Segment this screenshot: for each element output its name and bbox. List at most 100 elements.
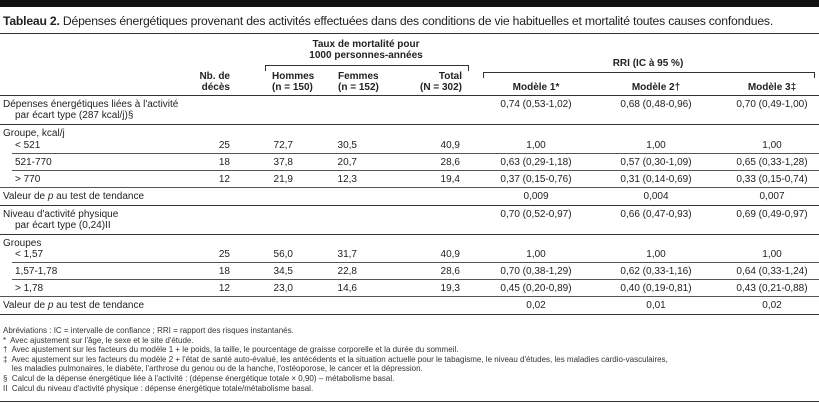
header-femmes: Femmes (n = 152) [338,71,379,93]
footnote: ‡ Avec ajustement sur les facteurs du mo… [3,354,668,364]
cell-f: 14,6 [337,283,357,294]
rule [0,95,819,96]
footnote: Abréviations : IC = intervalle de confia… [3,326,294,335]
cell-m1: 0,70 (0,52-0,97) [500,209,572,220]
cell-m2: 1,00 [646,249,666,260]
cell-m1: 1,00 [526,249,546,260]
row-label: < 521 [15,140,41,151]
table-caption: Tableau 2. Dépenses énergétiques provena… [3,14,773,28]
footnote: § Calcul de la dépense énergétique liée … [3,374,395,383]
cell-t: 19,3 [440,283,460,294]
cell-m1: 0,70 (0,38-1,29) [500,266,572,277]
cell-m1: 0,009 [523,191,549,202]
rule [0,33,819,34]
cell-m2: 0,31 (0,14-0,69) [620,174,692,185]
rule [0,205,819,206]
cell-m2: 0,68 (0,48-0,96) [620,99,692,110]
cell-m1: 0,37 (0,15-0,76) [500,174,572,185]
cell-f: 20,7 [337,157,357,168]
rule [0,234,819,235]
header-rri-group: RRI (IC à 95 %) [612,58,684,69]
caption-label: Tableau 2. [3,14,60,28]
cell-h: 23,0 [273,283,293,294]
footnote: † Avec ajustement sur les facteurs du mo… [3,345,459,355]
cell-m3: 0,69 (0,49-0,97) [736,209,808,220]
rule [0,296,819,297]
cell-m3: 0,43 (0,21-0,88) [736,283,808,294]
cell-m1: 0,45 (0,20-0,89) [500,283,572,294]
cell-nb: 25 [218,140,230,151]
cell-m1: 0,74 (0,53-1,02) [500,99,572,110]
rule [12,153,819,154]
cell-m2: 0,01 [646,300,666,311]
cell-nb: 12 [218,283,230,294]
rule [12,279,819,280]
cell-m3: 0,007 [759,191,785,202]
header-modele-1: Modèle 1* [512,82,560,93]
cell-t: 28,6 [440,266,460,277]
cell-h: 37,8 [273,157,293,168]
cell-t: 40,9 [440,249,460,260]
header-total: Total (N = 302) [420,71,462,93]
rule [0,187,819,188]
footnote: II Calcul du niveau d'activité physique … [3,383,314,393]
cell-m3: 0,65 (0,33-1,28) [736,157,808,168]
cell-m3: 0,02 [762,300,782,311]
caption-text: Dépenses énergétiques provenant des acti… [62,14,774,28]
row-label: Niveau d'activité physique par écart type… [3,209,119,231]
row-label: > 770 [15,174,41,185]
rule [0,124,819,125]
cell-t: 28,6 [440,157,460,168]
top-bar [0,0,819,7]
rule [12,262,819,263]
cell-m1: 0,02 [526,300,546,311]
cell-f: 12,3 [337,174,357,185]
cell-m3: 0,70 (0,49-1,00) [736,99,808,110]
row-label: > 1,78 [15,283,44,294]
header-bracket [483,72,815,78]
cell-m3: 0,33 (0,15-0,74) [736,174,808,185]
cell-nb: 25 [218,249,230,260]
cell-m2: 0,57 (0,30-1,09) [620,157,692,168]
cell-m3: 0,64 (0,33-1,24) [736,266,808,277]
cell-f: 22,8 [337,266,357,277]
rule [0,401,819,402]
header-nb-deces: Nb. de décès [199,71,230,93]
footnote: les maladies pulmonaires, le diabète, l'… [3,364,423,374]
row-label: < 1,57 [15,249,44,260]
cell-t: 40,9 [440,140,460,151]
row-label: Groupes [3,238,42,249]
cell-m1: 1,00 [526,140,546,151]
cell-m2: 0,66 (0,47-0,93) [620,209,692,220]
header-mortality-group: Taux de mortalité pour 1000 personnes-ann… [309,39,423,61]
row-label: Valeur de p au test de tendance [3,300,145,311]
cell-m3: 1,00 [762,140,782,151]
cell-f: 31,7 [337,249,357,260]
cell-m2: 0,004 [643,191,669,202]
cell-nb: 18 [218,266,230,277]
row-label: Valeur de p au test de tendance [3,191,145,202]
cell-m1: 0,63 (0,29-1,18) [500,157,572,168]
cell-nb: 18 [218,157,230,168]
cell-nb: 12 [218,174,230,185]
header-hommes: Hommes (n = 150) [272,71,315,93]
footnote: * Avec ajustement sur l'âge, le sexe et … [3,335,194,345]
header-modele-2: Modèle 2† [631,82,681,93]
cell-h: 34,5 [273,266,293,277]
rule [12,170,819,171]
cell-h: 21,9 [273,174,293,185]
cell-h: 56,0 [273,249,293,260]
cell-m2: 1,00 [646,140,666,151]
cell-f: 30,5 [337,140,357,151]
header-bracket [265,65,469,71]
row-label: 1,57-1,78 [15,266,58,277]
row-label: Dépenses énergétiques liées à l'activité… [3,99,179,121]
cell-m2: 0,40 (0,19-0,81) [620,283,692,294]
cell-m3: 1,00 [762,249,782,260]
row-label: Groupe, kcal/j [3,128,65,139]
cell-h: 72,7 [273,140,293,151]
rule [0,314,819,315]
row-label: 521-770 [15,157,52,168]
cell-t: 19,4 [440,174,460,185]
